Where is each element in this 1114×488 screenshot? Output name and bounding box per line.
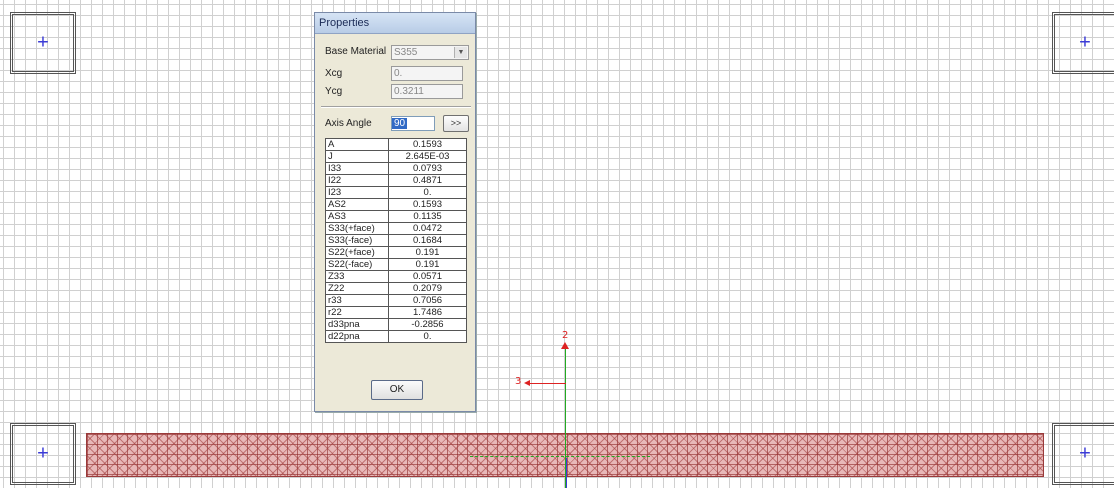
table-row: S33(+face) 0.0472 bbox=[325, 222, 467, 235]
property-value: 0.191 bbox=[388, 246, 467, 259]
table-row: Z22 0.2079 bbox=[325, 282, 467, 295]
property-name: S22(+face) bbox=[325, 246, 389, 259]
table-row: J 2.645E-03 bbox=[325, 150, 467, 163]
centroid-dash-line bbox=[470, 456, 650, 457]
property-value: 0.0472 bbox=[388, 222, 467, 235]
property-name: S33(-face) bbox=[325, 234, 389, 247]
property-value: 0.1135 bbox=[388, 210, 467, 223]
table-row: AS2 0.1593 bbox=[325, 198, 467, 211]
plus-icon: + bbox=[37, 442, 49, 465]
axis-angle-input[interactable]: 90 bbox=[391, 116, 435, 131]
property-value: 0.7056 bbox=[388, 294, 467, 307]
properties-dialog: Properties Base Material S355 ▼ Xcg 0. Y… bbox=[314, 12, 476, 412]
table-row: r33 0.7056 bbox=[325, 294, 467, 307]
table-row: AS3 0.1135 bbox=[325, 210, 467, 223]
rebar-marker-top-left[interactable]: + bbox=[10, 12, 76, 74]
rebar-marker-bottom-right[interactable]: + bbox=[1052, 423, 1114, 485]
property-name: d22pna bbox=[325, 330, 389, 343]
property-value: 0.1684 bbox=[388, 234, 467, 247]
property-name: Z22 bbox=[325, 282, 389, 295]
property-value: 0.1593 bbox=[388, 138, 467, 151]
table-row: S22(-face) 0.191 bbox=[325, 258, 467, 271]
axis-3-arrow-icon bbox=[524, 380, 530, 386]
ycg-field[interactable]: 0.3211 bbox=[391, 84, 463, 99]
base-material-select[interactable]: S355 ▼ bbox=[391, 45, 469, 60]
xcg-label: Xcg bbox=[325, 68, 343, 79]
property-value: 0.4871 bbox=[388, 174, 467, 187]
base-material-value: S355 bbox=[394, 47, 418, 58]
property-name: I22 bbox=[325, 174, 389, 187]
property-value: 2.645E-03 bbox=[388, 150, 467, 163]
table-row: d33pna -0.2856 bbox=[325, 318, 467, 331]
dialog-title: Properties bbox=[315, 13, 475, 34]
table-row: I33 0.0793 bbox=[325, 162, 467, 175]
rebar-marker-top-right[interactable]: + bbox=[1052, 12, 1114, 74]
property-name: J bbox=[325, 150, 389, 163]
property-name: r33 bbox=[325, 294, 389, 307]
axis-angle-value: 90 bbox=[392, 118, 408, 129]
plus-icon: + bbox=[1079, 442, 1091, 465]
chevron-down-icon[interactable]: ▼ bbox=[454, 47, 467, 58]
property-name: S33(+face) bbox=[325, 222, 389, 235]
axis-blue-line bbox=[566, 458, 567, 488]
table-row: I23 0. bbox=[325, 186, 467, 199]
property-name: AS3 bbox=[325, 210, 389, 223]
property-value: 0.191 bbox=[388, 258, 467, 271]
dialog-separator bbox=[321, 106, 471, 108]
table-row: Z33 0.0571 bbox=[325, 270, 467, 283]
property-value: 0. bbox=[388, 186, 467, 199]
axis-2-label: 2 bbox=[562, 330, 569, 341]
ok-button[interactable]: OK bbox=[371, 380, 423, 400]
property-value: 0. bbox=[388, 330, 467, 343]
table-row: A 0.1593 bbox=[325, 138, 467, 151]
property-value: 1.7486 bbox=[388, 306, 467, 319]
axis-2-arrow-icon bbox=[561, 342, 569, 349]
property-value: 0.2079 bbox=[388, 282, 467, 295]
property-name: I33 bbox=[325, 162, 389, 175]
table-row: S22(+face) 0.191 bbox=[325, 246, 467, 259]
property-name: A bbox=[325, 138, 389, 151]
property-value: 0.0793 bbox=[388, 162, 467, 175]
ycg-label: Ycg bbox=[325, 86, 343, 97]
property-name: r22 bbox=[325, 306, 389, 319]
property-value: 0.0571 bbox=[388, 270, 467, 283]
base-material-label: Base Material bbox=[325, 46, 387, 57]
table-row: r22 1.7486 bbox=[325, 306, 467, 319]
axis-2-line bbox=[565, 348, 566, 488]
property-value: 0.1593 bbox=[388, 198, 467, 211]
table-row: S33(-face) 0.1684 bbox=[325, 234, 467, 247]
property-name: Z33 bbox=[325, 270, 389, 283]
property-name: AS2 bbox=[325, 198, 389, 211]
table-row: I22 0.4871 bbox=[325, 174, 467, 187]
axis-3-label: 3 bbox=[515, 376, 522, 387]
section-properties-table: A 0.1593 J 2.645E-03 I33 0.0793 I22 0.4871 I23 0.… bbox=[325, 138, 467, 343]
more-options-button[interactable]: >> bbox=[443, 115, 469, 132]
xcg-field[interactable]: 0. bbox=[391, 66, 463, 81]
property-name: I23 bbox=[325, 186, 389, 199]
plus-icon: + bbox=[37, 31, 49, 54]
table-row: d22pna 0. bbox=[325, 330, 467, 343]
property-name: S22(-face) bbox=[325, 258, 389, 271]
property-name: d33pna bbox=[325, 318, 389, 331]
plus-icon: + bbox=[1079, 31, 1091, 54]
axis-angle-label: Axis Angle bbox=[325, 118, 372, 129]
axis-3-line bbox=[526, 383, 566, 384]
property-value: -0.2856 bbox=[388, 318, 467, 331]
rebar-marker-bottom-left[interactable]: + bbox=[10, 423, 76, 485]
